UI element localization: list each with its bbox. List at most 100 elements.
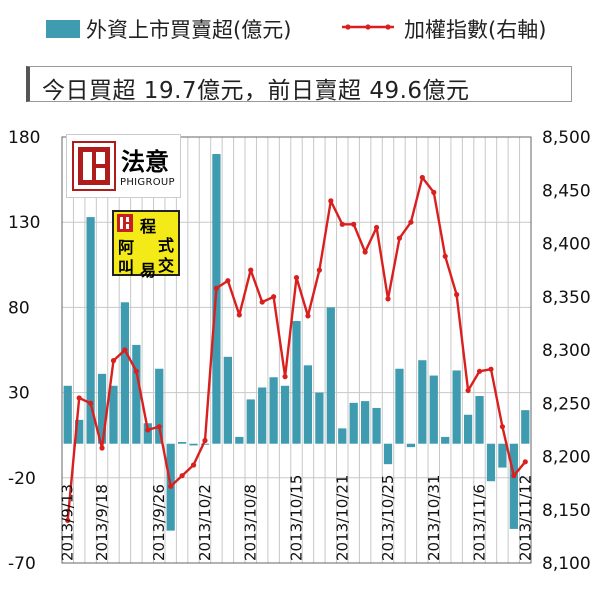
index-point	[202, 437, 208, 444]
index-point	[511, 473, 517, 479]
left-axis-tick-label: 80	[8, 298, 30, 318]
badge-char-2: 阿	[118, 238, 135, 257]
phigroup-logo-english: PHIGROUP	[120, 177, 175, 188]
badge-char-3: 式	[158, 236, 175, 255]
bar	[246, 399, 255, 444]
index-point	[65, 517, 71, 524]
right-axis-tick-label: 8,400	[542, 235, 591, 255]
index-point	[396, 235, 403, 241]
bar	[258, 387, 267, 444]
bar	[486, 443, 496, 482]
bar	[120, 302, 130, 444]
bar	[223, 356, 232, 444]
index-point	[282, 374, 288, 380]
bar	[475, 396, 484, 444]
x-axis-tick-label: 2013/11/12	[516, 475, 534, 561]
index-point	[522, 459, 528, 465]
bar	[395, 368, 404, 444]
index-point	[122, 347, 128, 353]
index-point	[87, 400, 94, 406]
bar	[86, 217, 95, 444]
index-point	[76, 395, 82, 401]
index-point	[213, 285, 220, 291]
left-axis-tick-label: 130	[8, 213, 40, 233]
badge-char-5: 交	[158, 256, 175, 275]
bar	[97, 373, 107, 444]
index-point	[465, 387, 471, 394]
index-point	[305, 313, 311, 319]
index-point	[259, 299, 265, 305]
x-axis-tick-label: 2013/10/15	[288, 475, 306, 561]
index-point	[442, 253, 448, 259]
plot-border	[61, 136, 532, 564]
bar	[177, 442, 187, 444]
legend-line-label: 加權指數(右軸)	[404, 18, 547, 42]
badge-char-1: 程	[140, 217, 157, 236]
bar	[338, 428, 347, 444]
bar	[429, 375, 438, 444]
legend-line-swatch	[342, 24, 394, 30]
index-point	[408, 219, 414, 225]
bar	[452, 370, 461, 444]
right-axis-tick-label: 8,200	[542, 448, 591, 468]
x-axis-tick-label: 2013/10/8	[242, 484, 260, 561]
index-point	[236, 312, 242, 318]
phigroup-logo: 法意 PHIGROUP	[66, 134, 181, 198]
bar	[498, 443, 507, 468]
bar	[132, 344, 141, 444]
bar	[372, 407, 381, 444]
bar	[143, 423, 152, 444]
bar	[63, 385, 72, 444]
right-axis-tick-label: 8,100	[542, 554, 591, 574]
bar	[326, 307, 335, 444]
index-point	[339, 221, 345, 227]
index-point	[293, 274, 300, 281]
left-axis-tick-label: -20	[8, 469, 36, 489]
right-axis-tick-label: 8,450	[542, 181, 591, 201]
x-axis-tick-label: 2013/10/21	[333, 475, 351, 561]
index-point	[362, 249, 368, 255]
index-point	[248, 267, 254, 273]
program-trading-badge: 程 阿 式 叫 交 易	[112, 210, 180, 280]
bar	[361, 401, 370, 444]
bar	[235, 436, 244, 444]
badge-char-4: 叫	[118, 258, 135, 277]
left-axis-tick-label: -70	[8, 554, 36, 574]
x-axis-tick-label: 2013/10/25	[379, 475, 397, 561]
summary-box: 今日買超 19.7億元，前日賣超 49.6億元	[26, 66, 572, 104]
index-point	[156, 424, 162, 430]
bar	[418, 360, 427, 444]
x-axis-tick-label: 2013/9/13	[59, 484, 77, 561]
index-point	[133, 368, 139, 374]
index-point	[145, 427, 151, 433]
right-axis-tick-label: 8,350	[542, 288, 591, 308]
bar	[200, 443, 210, 445]
bar	[303, 365, 313, 444]
index-point	[190, 462, 197, 468]
index-point	[431, 189, 437, 195]
index-point	[419, 174, 425, 181]
index-point	[99, 445, 105, 451]
index-point	[271, 294, 277, 300]
index-point	[316, 267, 322, 273]
x-axis-tick-label: 2013/9/26	[150, 484, 168, 561]
right-axis-tick-label: 8,500	[542, 128, 591, 148]
badge-char-6: 易	[140, 261, 157, 280]
right-axis-tick-label: 8,250	[542, 394, 591, 414]
summary-text: 今日買超 19.7億元，前日賣超 49.6億元	[42, 78, 470, 104]
bar	[315, 392, 324, 444]
index-point	[499, 424, 506, 430]
index-point	[179, 473, 185, 479]
bar	[292, 321, 301, 444]
index-point	[225, 278, 231, 284]
bar	[189, 443, 198, 446]
x-axis-tick-label: 2013/11/6	[471, 484, 489, 561]
index-point	[168, 483, 174, 489]
index-point	[476, 368, 483, 374]
x-axis-tick-label: 2013/9/18	[93, 484, 111, 561]
bar	[509, 443, 518, 529]
bar	[75, 419, 84, 444]
bar	[441, 436, 450, 444]
bar	[521, 410, 530, 444]
